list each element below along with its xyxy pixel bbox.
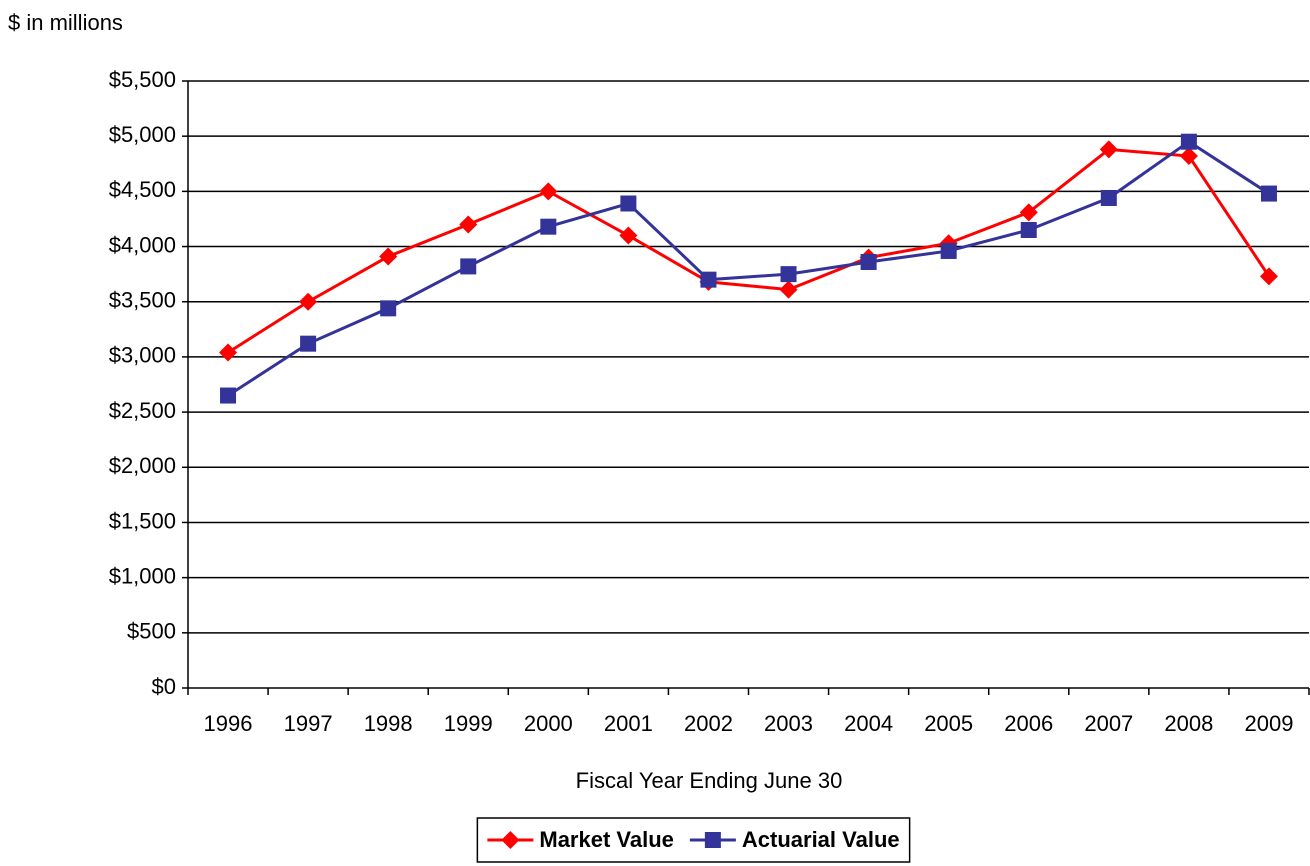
marker [539, 182, 558, 201]
marker [704, 832, 721, 848]
y-tick-label: $4,000 [109, 232, 176, 257]
x-tick-label: 2008 [1164, 711, 1213, 736]
x-tick-label: 2004 [844, 711, 893, 736]
marker [620, 195, 637, 212]
marker [379, 247, 398, 266]
x-tick-label: 2001 [604, 711, 653, 736]
x-tick-label: 1998 [364, 711, 413, 736]
marker [540, 218, 557, 235]
series-line [227, 147, 1271, 354]
marker [219, 343, 238, 362]
y-tick-label: $3,500 [109, 288, 176, 313]
legend: Market Value Actuarial Value [476, 817, 911, 863]
marker [940, 242, 957, 259]
marker [300, 335, 317, 352]
marker [1100, 189, 1117, 206]
legend-text: Market Value [539, 827, 674, 852]
marker [1179, 147, 1198, 166]
marker [1180, 133, 1197, 150]
y-tick-label: $500 [127, 619, 176, 644]
y-tick-label: $1,000 [109, 563, 176, 588]
marker [1099, 140, 1118, 159]
marker [460, 258, 477, 275]
y-tick-label: $3,000 [109, 343, 176, 368]
marker [380, 300, 397, 317]
series-line [227, 139, 1270, 397]
x-tick-label: 2005 [924, 711, 973, 736]
marker [700, 271, 717, 288]
marker [1259, 267, 1278, 286]
x-tick-label: 1999 [444, 711, 493, 736]
marker [619, 226, 638, 245]
marker [299, 292, 318, 311]
marker [860, 253, 877, 270]
y-tick-label: $2,500 [109, 398, 176, 423]
y-tick-label: $2,000 [109, 453, 176, 478]
y-tick-label: $1,500 [109, 508, 176, 533]
legend-text: Actuarial Value [742, 827, 900, 852]
y-tick-label: $5,000 [109, 122, 176, 147]
marker [1019, 203, 1038, 222]
marker [780, 266, 797, 283]
marker [1020, 221, 1037, 238]
y-tick-label: $5,500 [109, 67, 176, 92]
x-tick-label: 2006 [1004, 711, 1053, 736]
x-tick-label: 1997 [284, 711, 333, 736]
marker [220, 387, 237, 404]
marker [1260, 185, 1277, 202]
marker [779, 280, 798, 299]
marker [501, 831, 520, 849]
x-tick-label: 2000 [524, 711, 573, 736]
x-tick-label: 2002 [684, 711, 733, 736]
y-tick-label: $0 [152, 674, 176, 699]
x-tick-label: 1996 [204, 711, 253, 736]
y-axis-label: $ in millions [8, 10, 123, 35]
x-tick-label: 2007 [1084, 711, 1133, 736]
marker [459, 215, 478, 234]
x-axis-label: Fiscal Year Ending June 30 [576, 768, 843, 793]
x-tick-label: 2003 [764, 711, 813, 736]
x-tick-label: 2009 [1244, 711, 1293, 736]
y-tick-label: $4,500 [109, 177, 176, 202]
